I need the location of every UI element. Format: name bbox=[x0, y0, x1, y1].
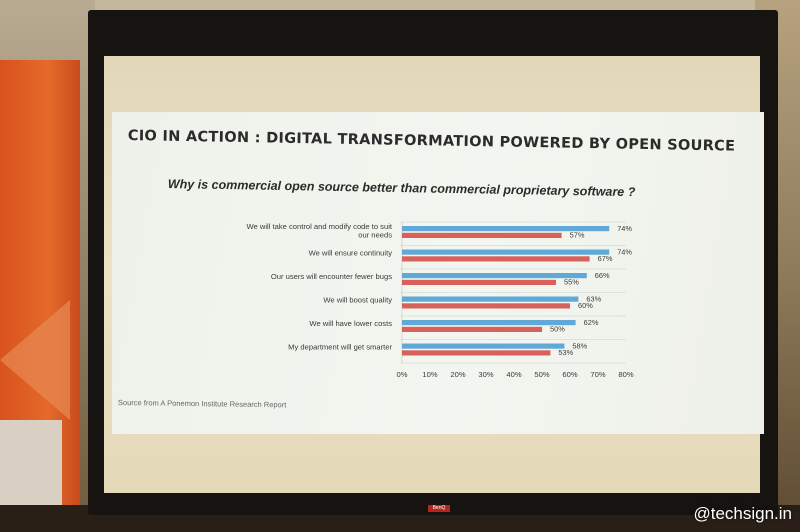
bar-blue bbox=[402, 296, 579, 302]
x-tick-label: 50% bbox=[534, 370, 549, 379]
x-tick-label: 0% bbox=[397, 370, 408, 379]
category-label: Our users will encounter fewer bugs bbox=[271, 272, 392, 281]
bar-red bbox=[402, 256, 590, 262]
data-label: 50% bbox=[550, 325, 565, 334]
chart-gridlines bbox=[400, 221, 626, 364]
category-label: We will have lower costs bbox=[309, 319, 392, 328]
data-label: 74% bbox=[617, 224, 632, 233]
bar-blue bbox=[402, 273, 587, 279]
chart-bars bbox=[402, 226, 610, 356]
category-label: We will take control and modify code to … bbox=[247, 222, 393, 231]
data-label: 62% bbox=[584, 318, 599, 327]
bar-red bbox=[402, 326, 542, 332]
x-tick-label: 30% bbox=[478, 370, 493, 379]
data-label: 53% bbox=[558, 348, 573, 357]
bar-red bbox=[402, 279, 556, 285]
bar-red bbox=[402, 232, 562, 238]
data-label: 60% bbox=[578, 301, 593, 310]
bar-blue bbox=[402, 343, 565, 349]
bar-blue bbox=[402, 320, 576, 326]
x-tick-label: 60% bbox=[562, 370, 577, 379]
x-tick-label: 70% bbox=[590, 370, 605, 379]
bar-red bbox=[402, 303, 570, 309]
data-label: 66% bbox=[595, 271, 610, 280]
data-label: 74% bbox=[617, 247, 632, 256]
category-label: We will boost quality bbox=[323, 296, 392, 305]
data-label: 58% bbox=[572, 341, 587, 350]
chart-labels: We will take control and modify code to … bbox=[247, 222, 634, 379]
projector-brand-tab: BenQ bbox=[428, 505, 450, 512]
bar-red bbox=[402, 350, 551, 356]
bar-blue bbox=[402, 249, 610, 255]
category-label: We will ensure continuity bbox=[309, 249, 393, 258]
category-label: our needs bbox=[358, 231, 392, 240]
x-tick-label: 80% bbox=[618, 370, 633, 379]
category-label: My department will get smarter bbox=[288, 343, 392, 352]
x-tick-label: 20% bbox=[450, 370, 465, 379]
x-tick-label: 10% bbox=[422, 370, 437, 379]
data-label: 55% bbox=[564, 278, 579, 287]
data-label: 67% bbox=[598, 254, 613, 263]
watermark: @techsign.in bbox=[693, 504, 792, 523]
bar-blue bbox=[402, 226, 610, 232]
data-label: 63% bbox=[586, 294, 601, 303]
data-label: 57% bbox=[570, 231, 585, 240]
banner-arrow-shape bbox=[0, 300, 70, 420]
x-tick-label: 40% bbox=[506, 370, 521, 379]
